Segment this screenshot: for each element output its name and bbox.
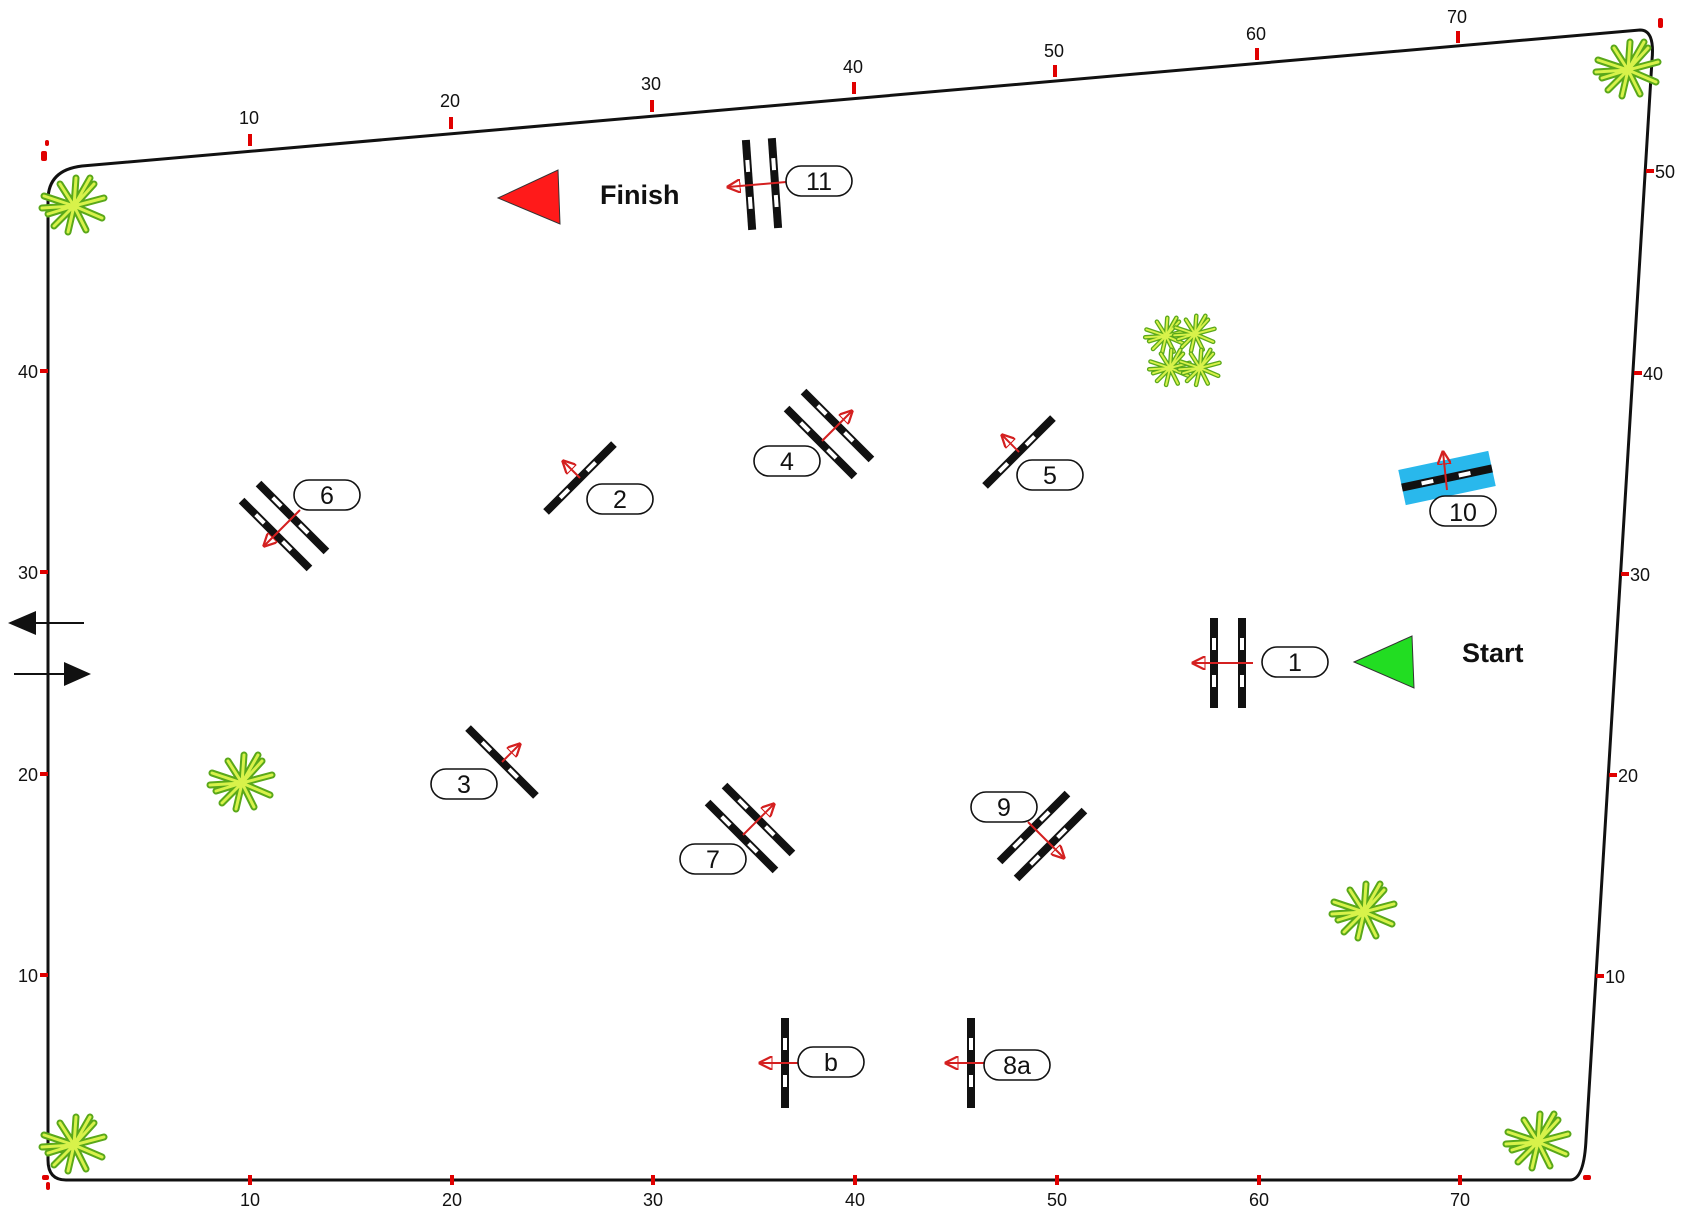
plant-icon bbox=[1596, 42, 1658, 96]
arena-fence bbox=[46, 28, 1654, 1182]
bottom-tick-label: 50 bbox=[1047, 1190, 1067, 1210]
obstacle-label: 10 bbox=[1449, 499, 1477, 527]
start-flag-icon bbox=[1352, 635, 1415, 689]
direction-arrow-icon bbox=[1027, 821, 1064, 858]
top-tick-label: 30 bbox=[641, 74, 661, 94]
right-tick-label: 30 bbox=[1630, 565, 1650, 585]
obstacle-label-pill bbox=[785, 165, 853, 197]
obstacle-6: 6 bbox=[238, 479, 361, 572]
direction-arrow-icon bbox=[742, 804, 774, 836]
obstacle-label: 2 bbox=[613, 486, 627, 514]
obstacle-label: 3 bbox=[457, 771, 471, 799]
obstacle-label-pill bbox=[586, 483, 654, 515]
bottom-tick-label: 30 bbox=[643, 1190, 663, 1210]
obstacle-7: 7 bbox=[679, 782, 796, 875]
direction-arrow-icon bbox=[821, 411, 852, 442]
obstacle-label: 8a bbox=[1003, 1052, 1031, 1080]
obstacle-label: 1 bbox=[1288, 649, 1302, 677]
left-tick-label: 30 bbox=[18, 563, 38, 583]
obstacle-label-pill bbox=[797, 1046, 865, 1078]
direction-arrow-icon bbox=[563, 461, 581, 479]
top-tick-label: 10 bbox=[239, 108, 259, 128]
start-marker: Start bbox=[1352, 635, 1524, 689]
arrow-right-icon bbox=[14, 662, 91, 686]
start-label: Start bbox=[1462, 638, 1524, 668]
top-scale: 10 20 30 40 50 60 70 bbox=[239, 7, 1467, 146]
obstacle-label-pill bbox=[983, 1049, 1051, 1081]
direction-arrow-icon bbox=[1443, 452, 1447, 491]
obstacle-1: 1 bbox=[1193, 618, 1329, 708]
obstacle-label-pill bbox=[1016, 459, 1084, 491]
plant-icon bbox=[1332, 884, 1394, 938]
obstacle-9: 9 bbox=[970, 790, 1088, 882]
direction-arrow-icon bbox=[264, 509, 301, 546]
direction-arrow-icon bbox=[501, 744, 520, 763]
right-tick-label: 40 bbox=[1643, 364, 1663, 384]
left-tick-label: 40 bbox=[18, 362, 38, 382]
arrow-left-icon bbox=[8, 611, 84, 635]
obstacle-8a: 8a bbox=[946, 1018, 1051, 1108]
left-tick-label: 20 bbox=[18, 765, 38, 785]
plant-cluster-icon bbox=[1145, 316, 1219, 385]
obstacle-label: b bbox=[824, 1049, 838, 1077]
bottom-tick-label: 20 bbox=[442, 1190, 462, 1210]
obstacle-5: 5 bbox=[982, 415, 1084, 491]
top-tick-label: 50 bbox=[1044, 41, 1064, 61]
bottom-scale: 10 20 30 40 50 60 70 bbox=[240, 1175, 1470, 1210]
top-tick-label: 20 bbox=[440, 91, 460, 111]
finish-label: Finish bbox=[600, 180, 680, 210]
obstacle-label-pill bbox=[293, 479, 361, 511]
direction-arrow-icon bbox=[1002, 435, 1020, 453]
obstacle-label-pill bbox=[1261, 646, 1329, 678]
obstacle-4: 4 bbox=[753, 388, 875, 480]
finish-marker: Finish bbox=[496, 169, 680, 225]
top-tick-label: 60 bbox=[1246, 24, 1266, 44]
obstacle-label-pill bbox=[679, 843, 747, 875]
obstacle-10-water bbox=[1398, 450, 1496, 506]
obstacle-label-pill bbox=[430, 768, 498, 800]
bottom-tick-label: 70 bbox=[1450, 1190, 1470, 1210]
obstacle-label: 6 bbox=[320, 482, 334, 510]
finish-flag-icon bbox=[496, 169, 561, 225]
obstacle-2: 2 bbox=[543, 441, 654, 515]
obstacle-label-pill bbox=[753, 445, 821, 477]
right-tick-label: 50 bbox=[1655, 162, 1675, 182]
plant-icon bbox=[42, 1117, 104, 1171]
direction-arrow-icon bbox=[728, 182, 787, 187]
right-tick-label: 20 bbox=[1618, 766, 1638, 786]
bottom-tick-label: 40 bbox=[845, 1190, 865, 1210]
plant-icon bbox=[1506, 1114, 1568, 1168]
plant-icon bbox=[210, 755, 272, 809]
obstacle-label: 4 bbox=[780, 448, 794, 476]
right-scale: 10 20 30 40 50 bbox=[1596, 162, 1675, 987]
obstacle-label: 9 bbox=[997, 794, 1011, 822]
top-tick-label: 40 bbox=[843, 57, 863, 77]
bottom-tick-label: 60 bbox=[1249, 1190, 1269, 1210]
corner-marks bbox=[41, 18, 1663, 1190]
right-tick-label: 10 bbox=[1605, 967, 1625, 987]
obstacle-10: 10 bbox=[1398, 450, 1497, 527]
obstacle-label-pill bbox=[970, 791, 1038, 823]
obstacle-label-pill bbox=[1429, 495, 1497, 527]
obstacle-label: 5 bbox=[1043, 462, 1057, 490]
left-scale: 10 20 30 40 bbox=[18, 362, 48, 986]
left-tick-label: 10 bbox=[18, 966, 38, 986]
top-tick-label: 70 bbox=[1447, 7, 1467, 27]
obstacle-8b: b bbox=[760, 1018, 865, 1108]
obstacle-11: 11 bbox=[728, 137, 853, 231]
obstacle-label: 11 bbox=[806, 168, 832, 196]
obstacle-3: 3 bbox=[430, 725, 539, 800]
bottom-tick-label: 10 bbox=[240, 1190, 260, 1210]
obstacle-label: 7 bbox=[706, 846, 720, 874]
